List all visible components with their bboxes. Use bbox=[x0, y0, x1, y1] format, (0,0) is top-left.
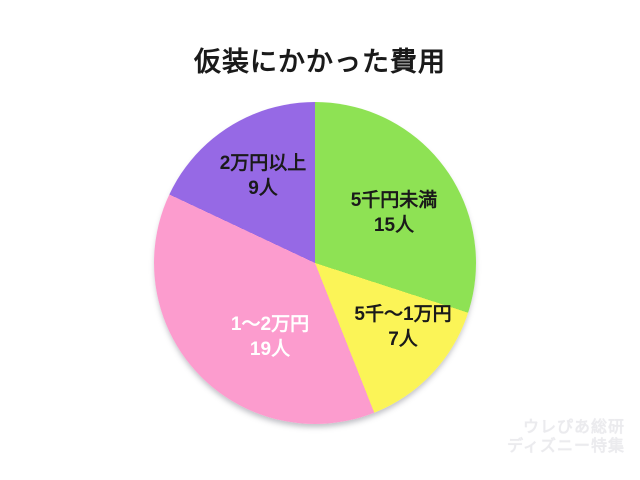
chart-title: 仮装にかかった費用 bbox=[194, 47, 446, 77]
watermark: ウレぴあ総研 ディズニー特集 bbox=[507, 418, 625, 456]
pie-chart bbox=[154, 102, 476, 424]
watermark-line1: ウレぴあ総研 bbox=[522, 419, 625, 436]
pie bbox=[154, 102, 476, 424]
watermark-line2: ディズニー特集 bbox=[507, 438, 625, 455]
